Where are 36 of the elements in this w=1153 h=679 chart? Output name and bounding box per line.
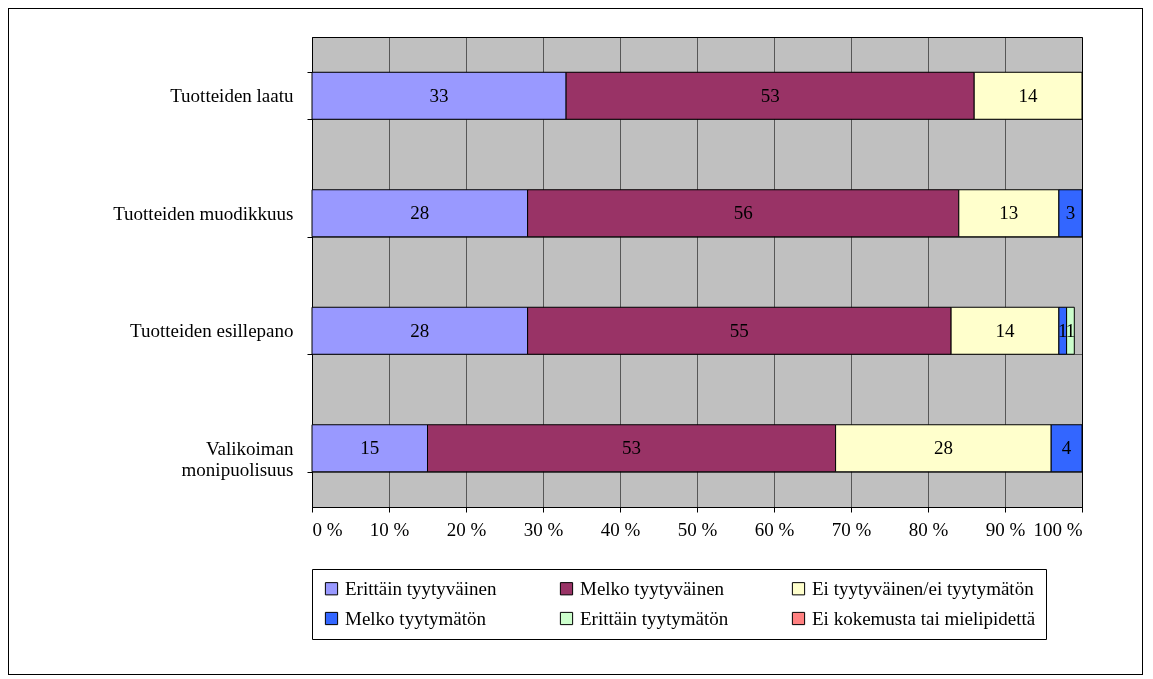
y-tick-label: Tuotteiden muodikkuus — [113, 202, 294, 224]
x-tick-label: 80 % — [908, 518, 949, 540]
legend-label: Ei kokemusta tai mielipidettä — [812, 607, 1036, 629]
data-label: 53 — [622, 437, 642, 459]
data-label: 3 — [1065, 202, 1076, 224]
data-label: 56 — [733, 202, 753, 224]
legend-label: Melko tyytymätön — [345, 607, 487, 629]
data-label: 15 — [360, 437, 380, 459]
data-label: 55 — [729, 319, 749, 341]
data-label: 4 — [1061, 437, 1072, 459]
y-tick-label: Tuotteiden esillepano — [130, 320, 294, 342]
y-tick-label: Tuotteiden laatu — [170, 85, 294, 107]
legend-label: Ei tyytyväinen/ei tyytymätön — [812, 577, 1035, 599]
x-tick-label: 100 % — [1033, 518, 1083, 540]
x-tick-label: 90 % — [985, 518, 1026, 540]
legend-label: Erittäin tyytymätön — [580, 607, 729, 629]
data-label: 28 — [410, 202, 430, 224]
data-label: 53 — [760, 84, 780, 106]
legend-label: Erittäin tyytyväinen — [345, 577, 497, 599]
y-tick-label: Valikoiman monipuolisuus — [181, 437, 294, 480]
data-label: 33 — [429, 84, 449, 106]
data-label: 28 — [410, 319, 430, 341]
x-tick-label: 20 % — [446, 518, 487, 540]
x-tick-label: 30 % — [523, 518, 564, 540]
data-label: 28 — [933, 437, 953, 459]
x-tick-label: 10 % — [369, 518, 410, 540]
data-label: 14 — [1018, 84, 1039, 106]
x-tick-label: 0 % — [312, 518, 343, 540]
data-label: 1 — [1065, 319, 1076, 341]
x-tick-label: 50 % — [677, 518, 718, 540]
legend-label: Melko tyytyväinen — [580, 577, 725, 599]
data-label: 14 — [995, 319, 1015, 341]
x-tick-label: 70 % — [831, 518, 872, 540]
data-label: 13 — [999, 202, 1019, 224]
x-tick-label: 60 % — [754, 518, 795, 540]
x-tick-label: 40 % — [600, 518, 641, 540]
